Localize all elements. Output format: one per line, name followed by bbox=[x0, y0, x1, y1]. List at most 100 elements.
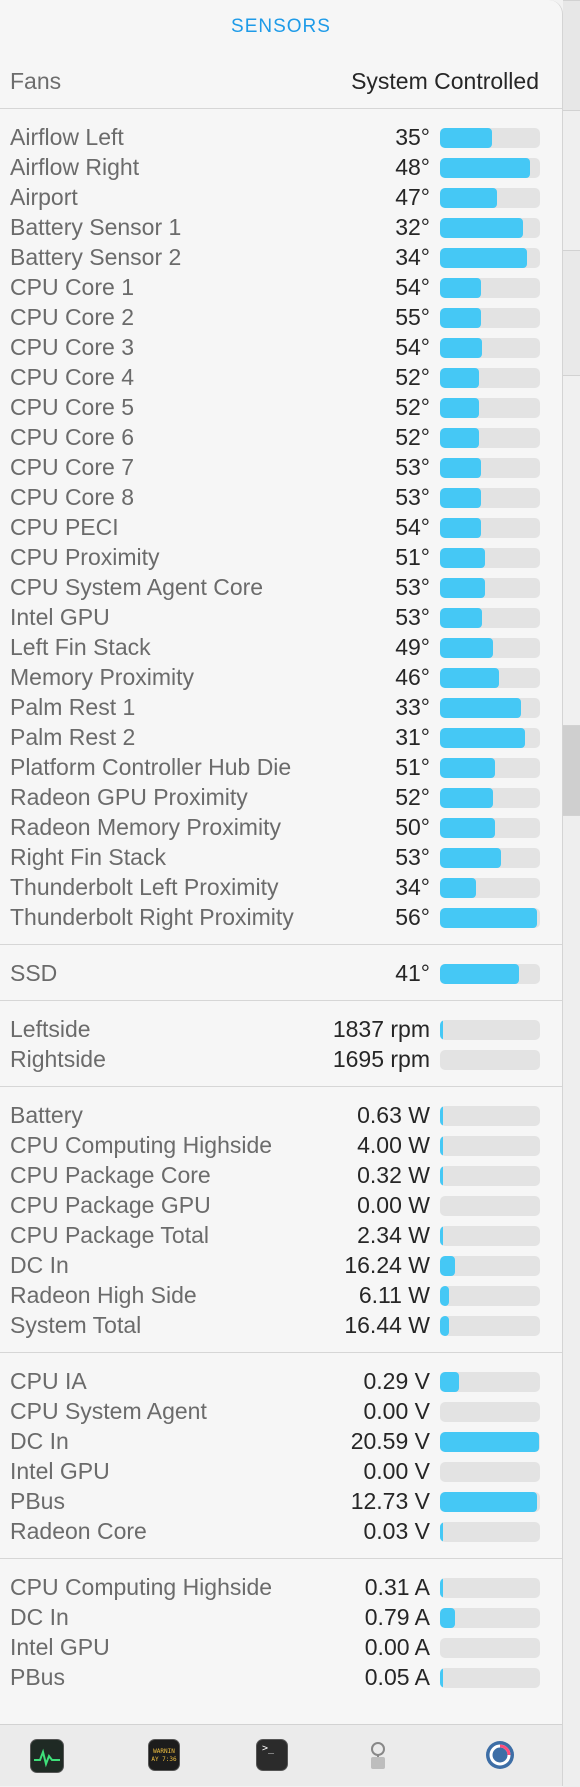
console-icon-text-2: AY 7:36 bbox=[151, 1756, 177, 1763]
sensor-row[interactable]: CPU Core 6 52° bbox=[0, 422, 562, 452]
console-icon[interactable]: WARNIN AY 7:36 bbox=[148, 1739, 180, 1771]
sensor-row[interactable]: Right Fin Stack 53° bbox=[0, 842, 562, 872]
sensor-row[interactable]: Palm Rest 1 33° bbox=[0, 692, 562, 722]
sensor-level-fill bbox=[440, 458, 481, 478]
sensor-row[interactable]: CPU Package Total 2.34 W bbox=[0, 1220, 562, 1250]
sensor-name: Battery Sensor 2 bbox=[10, 244, 182, 270]
background-window-edge bbox=[563, 0, 580, 111]
console-icon-text-1: WARNIN bbox=[153, 1748, 175, 1755]
sensor-row[interactable]: Rightside 1695 rpm bbox=[0, 1044, 562, 1074]
sensor-row[interactable]: Palm Rest 2 31° bbox=[0, 722, 562, 752]
sensor-name: Airflow Left bbox=[10, 124, 124, 150]
sensor-level-bar bbox=[440, 368, 540, 388]
sensor-row[interactable]: Thunderbolt Right Proximity 56° bbox=[0, 902, 562, 932]
sensor-name: Airport bbox=[10, 184, 78, 210]
sensor-row[interactable]: SSD 41° bbox=[0, 958, 562, 988]
fans-mode-value[interactable]: System Controlled bbox=[351, 67, 539, 94]
sensor-value: 1695 rpm bbox=[332, 1046, 430, 1072]
sensor-row[interactable]: Battery Sensor 1 32° bbox=[0, 212, 562, 242]
sensor-row[interactable]: CPU Computing Highside 4.00 W bbox=[0, 1130, 562, 1160]
sensor-row[interactable]: CPU Core 5 52° bbox=[0, 392, 562, 422]
sensor-row[interactable]: CPU PECI 54° bbox=[0, 512, 562, 542]
sensor-row[interactable]: PBus 12.73 V bbox=[0, 1486, 562, 1516]
sensor-level-bar bbox=[440, 758, 540, 778]
sensor-level-bar bbox=[440, 1522, 540, 1542]
sensor-value: 32° bbox=[395, 214, 430, 240]
sensor-name: CPU System Agent Core bbox=[10, 574, 264, 600]
sensor-row[interactable]: Platform Controller Hub Die 51° bbox=[0, 752, 562, 782]
sensor-row[interactable]: CPU Core 7 53° bbox=[0, 452, 562, 482]
sensor-row[interactable]: CPU System Agent 0.00 V bbox=[0, 1396, 562, 1426]
sensor-row[interactable]: Radeon Memory Proximity 50° bbox=[0, 812, 562, 842]
sensor-value: 52° bbox=[395, 364, 430, 390]
sensor-row[interactable]: System Total 16.44 W bbox=[0, 1310, 562, 1340]
sensor-level-bar bbox=[440, 1668, 540, 1688]
sensor-row[interactable]: CPU Core 3 54° bbox=[0, 332, 562, 362]
sensor-value: 0.05 A bbox=[364, 1664, 430, 1690]
sensor-row[interactable]: Intel GPU 0.00 A bbox=[0, 1632, 562, 1662]
sensor-level-fill bbox=[440, 728, 525, 748]
sensor-row[interactable]: CPU IA 0.29 V bbox=[0, 1366, 562, 1396]
sensor-value: 54° bbox=[395, 514, 430, 540]
background-scrollbar-thumb[interactable] bbox=[563, 725, 580, 816]
sensor-row[interactable]: CPU Proximity 51° bbox=[0, 542, 562, 572]
sensor-row[interactable]: Radeon Core 0.03 V bbox=[0, 1516, 562, 1546]
section-voltage: CPU IA 0.29 V CPU System Agent 0.00 V DC In 2… bbox=[0, 1353, 562, 1558]
sensor-row[interactable]: Leftside 1837 rpm bbox=[0, 1014, 562, 1044]
sensor-row[interactable]: CPU Package Core 0.32 W bbox=[0, 1160, 562, 1190]
sensor-level-bar bbox=[440, 248, 540, 268]
sensor-row[interactable]: DC In 16.24 W bbox=[0, 1250, 562, 1280]
sensor-row[interactable]: PBus 0.05 A bbox=[0, 1662, 562, 1692]
sensor-row[interactable]: Airflow Right 48° bbox=[0, 152, 562, 182]
sensor-level-bar bbox=[440, 1316, 540, 1336]
sensor-row[interactable]: CPU Core 8 53° bbox=[0, 482, 562, 512]
sensor-level-fill bbox=[440, 1608, 455, 1628]
sensor-level-bar bbox=[440, 1432, 540, 1452]
sensor-row[interactable]: DC In 20.59 V bbox=[0, 1426, 562, 1456]
sensor-row[interactable]: CPU System Agent Core 53° bbox=[0, 572, 562, 602]
sensor-value: 51° bbox=[395, 754, 430, 780]
sensor-level-fill bbox=[440, 668, 499, 688]
sensor-row[interactable]: Airflow Left 35° bbox=[0, 122, 562, 152]
sensor-value: 12.73 V bbox=[350, 1488, 430, 1514]
sensor-level-bar bbox=[440, 698, 540, 718]
sensor-name: DC In bbox=[10, 1428, 69, 1454]
sensor-row[interactable]: CPU Computing Highside 0.31 A bbox=[0, 1572, 562, 1602]
sensor-level-bar bbox=[440, 128, 540, 148]
sensor-level-fill bbox=[440, 158, 530, 178]
sensor-row[interactable]: Airport 47° bbox=[0, 182, 562, 212]
sensor-name: CPU Core 8 bbox=[10, 484, 134, 510]
sensor-row[interactable]: CPU Core 2 55° bbox=[0, 302, 562, 332]
sensor-level-bar bbox=[440, 1462, 540, 1482]
sensor-row[interactable]: Battery 0.63 W bbox=[0, 1100, 562, 1130]
activity-monitor-icon[interactable] bbox=[30, 1739, 64, 1773]
sensor-row[interactable]: DC In 0.79 A bbox=[0, 1602, 562, 1632]
sensor-name: CPU Package GPU bbox=[10, 1192, 211, 1218]
sensor-level-bar bbox=[440, 308, 540, 328]
sensor-row[interactable]: Memory Proximity 46° bbox=[0, 662, 562, 692]
sensor-row[interactable]: Radeon GPU Proximity 52° bbox=[0, 782, 562, 812]
sensor-row[interactable]: Battery Sensor 2 34° bbox=[0, 242, 562, 272]
sensor-row[interactable]: Left Fin Stack 49° bbox=[0, 632, 562, 662]
sensor-level-bar bbox=[440, 428, 540, 448]
terminal-icon[interactable]: >_ bbox=[256, 1739, 288, 1771]
sensor-row[interactable]: CPU Core 4 52° bbox=[0, 362, 562, 392]
sensor-name: Intel GPU bbox=[10, 604, 110, 630]
sensor-row[interactable]: Intel GPU 53° bbox=[0, 602, 562, 632]
sensor-level-fill bbox=[440, 964, 519, 984]
sensor-row[interactable]: CPU Package GPU 0.00 W bbox=[0, 1190, 562, 1220]
sensor-name: DC In bbox=[10, 1252, 69, 1278]
sensor-value: 48° bbox=[395, 154, 430, 180]
sensor-row[interactable]: Radeon High Side 6.11 W bbox=[0, 1280, 562, 1310]
istat-menus-icon[interactable] bbox=[484, 1739, 516, 1771]
sensor-name: Intel GPU bbox=[10, 1634, 110, 1660]
background-window-edge bbox=[563, 815, 580, 1787]
sensor-row[interactable]: Thunderbolt Left Proximity 34° bbox=[0, 872, 562, 902]
sensor-name: Radeon Memory Proximity bbox=[10, 814, 281, 840]
sensor-row[interactable]: CPU Core 1 54° bbox=[0, 272, 562, 302]
ios-simulator-icon[interactable] bbox=[362, 1739, 394, 1771]
fans-mode-row[interactable]: Fans System Controlled bbox=[0, 54, 562, 108]
sensor-level-fill bbox=[440, 758, 495, 778]
sensor-row[interactable]: Intel GPU 0.00 V bbox=[0, 1456, 562, 1486]
panel-title: SENSORS bbox=[231, 16, 331, 37]
